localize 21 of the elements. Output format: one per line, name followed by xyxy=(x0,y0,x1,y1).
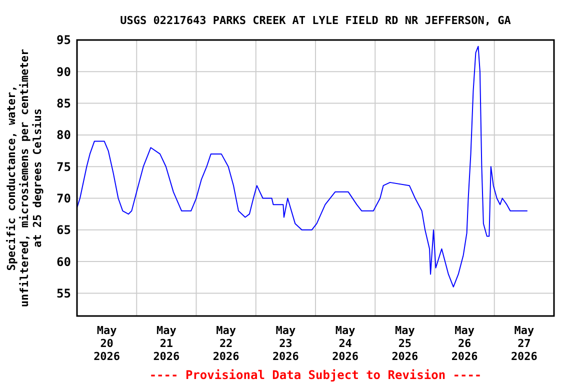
y-tick-label: 55 xyxy=(56,286,71,300)
y-tick-label: 80 xyxy=(56,128,71,142)
x-tick-label: May 26 2026 xyxy=(451,324,478,363)
line-series xyxy=(76,46,528,288)
x-tick-label: May 23 2026 xyxy=(272,324,300,363)
y-tick-label: 65 xyxy=(56,223,71,238)
chart-title: USGS 02217643 PARKS CREEK AT LYLE FIELD RD NR JEFFERSON, GA xyxy=(120,14,512,27)
x-tick-label: May 27 2026 xyxy=(510,324,538,363)
y-tick-label: 75 xyxy=(56,160,71,174)
y-tick-label: 90 xyxy=(56,64,71,79)
y-tick-label: 60 xyxy=(56,254,71,269)
y-axis-title: Specific conductance, water, unfiltered, microsiemens per centimeter at 25 degrees Celsius xyxy=(5,48,44,308)
y-tick-label: 70 xyxy=(56,191,71,206)
x-tick-label: May 25 2026 xyxy=(392,324,419,363)
y-tick-label: 85 xyxy=(56,96,71,111)
x-tick-label: May 21 2026 xyxy=(153,324,180,363)
y-tick-label: 95 xyxy=(56,33,71,48)
x-tick-label: May 24 2026 xyxy=(332,324,359,363)
x-tick-label: May 20 2026 xyxy=(94,324,120,363)
text: ---- Provisional Data Subject to Revision ---- xyxy=(149,368,482,382)
x-tick-label: May 22 2026 xyxy=(212,324,240,363)
